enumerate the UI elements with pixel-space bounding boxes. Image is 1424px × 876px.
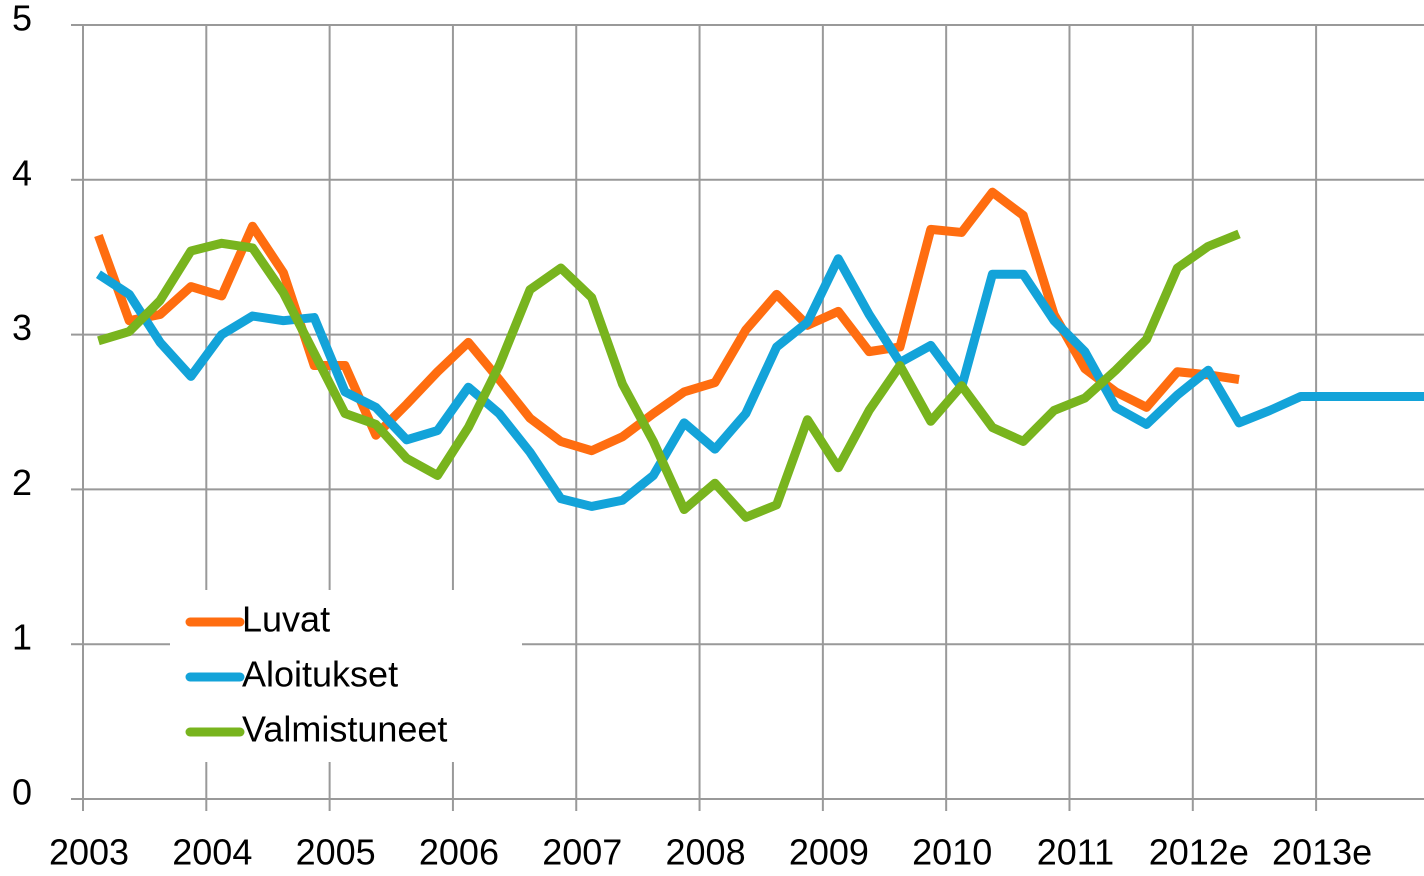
y-tick-label: 0 <box>12 772 32 813</box>
series-line <box>97 229 1241 522</box>
y-tick-label: 2 <box>12 462 32 503</box>
x-tick-label: 2005 <box>296 832 376 871</box>
x-tick-label: 2004 <box>172 832 252 871</box>
x-tick-label: 2006 <box>419 832 499 871</box>
x-tick-label: 2008 <box>666 832 746 871</box>
y-tick-label: 3 <box>12 307 32 348</box>
legend-label: Valmistuneet <box>242 709 447 750</box>
x-tick-label: 2012e <box>1149 832 1249 871</box>
y-tick-label: 5 <box>12 0 32 39</box>
legend: Luvat Aloitukset Valmistuneet <box>170 590 522 762</box>
legend-label: Aloitukset <box>242 654 398 695</box>
x-tick-label: 2007 <box>542 832 622 871</box>
x-tick-label: 2013e <box>1272 832 1372 871</box>
y-tick-label: 1 <box>12 617 32 658</box>
series-line <box>95 254 1424 511</box>
x-tick-label: 2010 <box>912 832 992 871</box>
x-tick-label: 2009 <box>789 832 869 871</box>
series-line <box>94 187 1240 456</box>
x-tick-label: 2011 <box>1037 832 1114 871</box>
x-tick-label: 2003 <box>49 832 129 871</box>
legend-label: Luvat <box>242 599 330 640</box>
y-tick-label: 4 <box>12 152 32 193</box>
